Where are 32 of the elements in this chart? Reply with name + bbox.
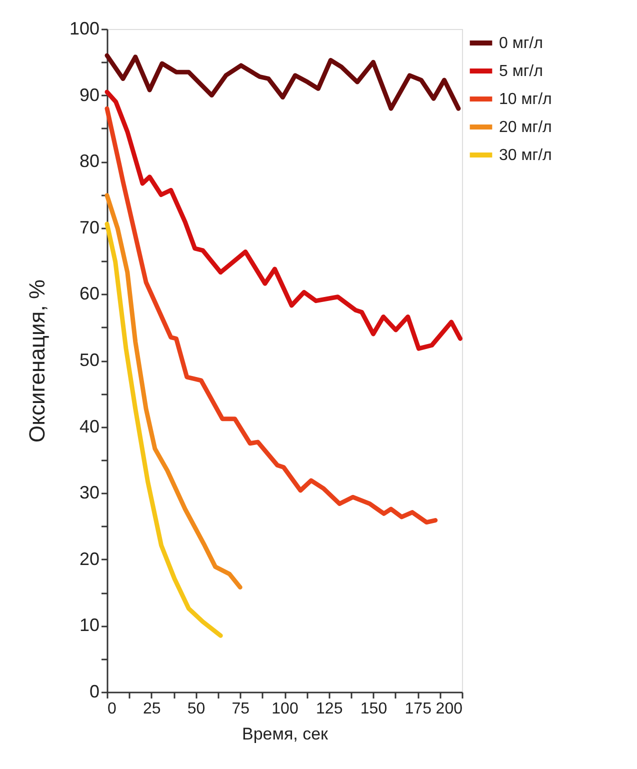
x-tick-label: 75: [232, 700, 250, 718]
y-tick-label: 80: [79, 151, 100, 172]
x-tick-label: 0: [108, 700, 116, 718]
legend-label: 20 мг/л: [499, 119, 552, 136]
x-tick-label: 100: [272, 700, 298, 718]
x-tick-label: 25: [142, 700, 161, 718]
x-tick-label: 175: [404, 700, 432, 718]
x-tick-label: 125: [316, 700, 343, 718]
legend-label: 5 мг/л: [499, 63, 543, 80]
line-series: [104, 193, 242, 590]
y-axis-title: Оксигенация, %: [24, 279, 50, 443]
y-tick-label: 50: [79, 350, 100, 370]
y-tick-label: 40: [79, 416, 100, 436]
line-series: [104, 90, 462, 351]
legend-label: 30 мг/л: [499, 147, 552, 164]
y-tick-label: 10: [79, 615, 100, 636]
y-tick-label: 100: [69, 18, 100, 38]
line-series: [104, 222, 223, 638]
line-series: [104, 106, 438, 525]
y-tick-label: 90: [79, 84, 100, 105]
x-axis-title: Время, сек: [242, 724, 329, 744]
x-tick-label: 50: [187, 700, 206, 718]
y-tick-label: 20: [79, 548, 100, 569]
y-tick-label: 70: [79, 217, 100, 238]
x-tick-label: 150: [360, 700, 388, 718]
y-tick-label: 0: [89, 682, 100, 702]
y-tick-label: 30: [79, 482, 100, 503]
legend-label: 0 мг/л: [499, 35, 543, 52]
legend-label: 10 мг/л: [499, 91, 552, 108]
x-tick-label: 200: [436, 700, 463, 718]
line-series: [104, 53, 461, 111]
y-tick-label: 60: [79, 284, 100, 304]
